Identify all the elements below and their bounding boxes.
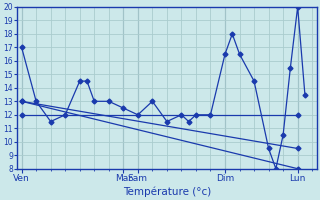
X-axis label: Température (°c): Température (°c): [123, 186, 211, 197]
